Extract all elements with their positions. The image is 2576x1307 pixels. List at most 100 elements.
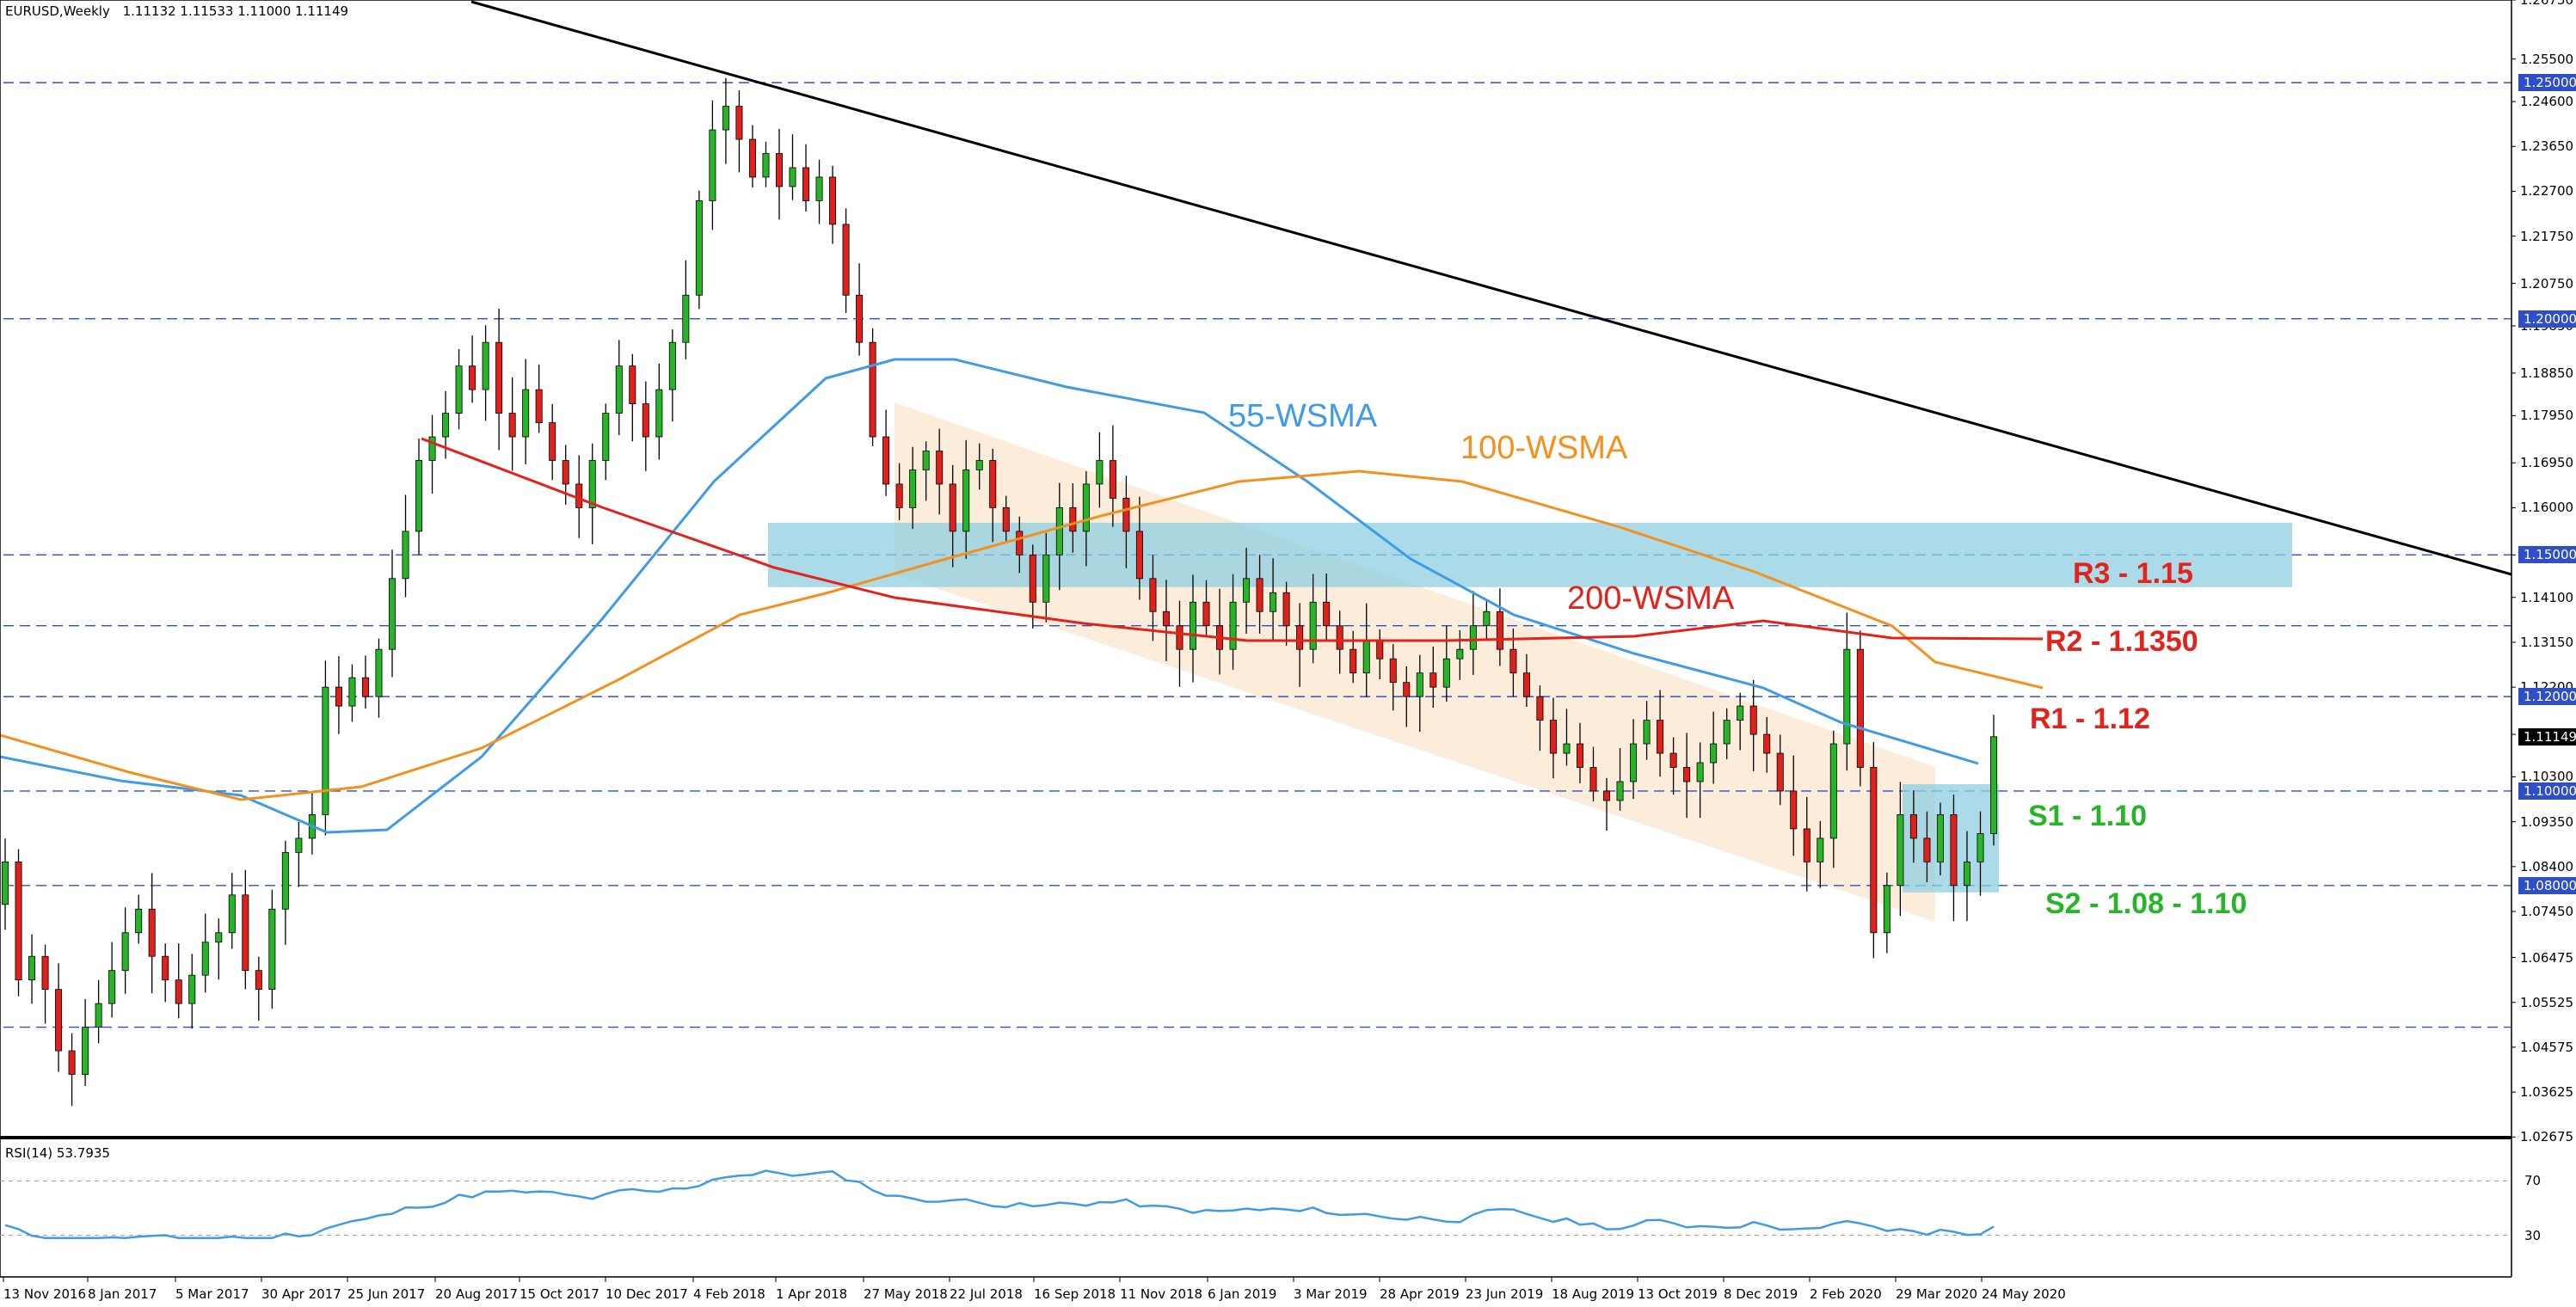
candle-down xyxy=(1803,828,1811,862)
resistance-zone xyxy=(768,522,2292,587)
candle-down xyxy=(1870,767,1878,934)
candle-up xyxy=(268,908,276,991)
candle-down xyxy=(748,138,756,178)
candle-up xyxy=(1696,762,1704,782)
candle-up xyxy=(28,955,36,981)
candle-down xyxy=(549,422,556,461)
y-tick-label: 1.16000 xyxy=(2520,500,2574,516)
y-tick-label: 1.04575 xyxy=(2520,1039,2574,1055)
candle-down xyxy=(162,955,169,981)
x-tick-label: 25 Jun 2017 xyxy=(347,1286,426,1302)
candle-down xyxy=(55,989,63,1052)
x-tick-label: 20 Aug 2017 xyxy=(435,1286,519,1302)
candle-down xyxy=(842,224,850,296)
rsi-header: RSI(14) 53.7935 xyxy=(5,1145,110,1161)
descending-channel xyxy=(895,402,1935,922)
candle-down xyxy=(1029,554,1036,603)
candle-down xyxy=(802,167,810,201)
candle-up xyxy=(1096,460,1104,485)
candle-up xyxy=(1442,658,1450,688)
x-tick-label: 22 Jul 2018 xyxy=(950,1286,1023,1302)
x-tick-label: 16 Sep 2018 xyxy=(1034,1286,1116,1302)
x-tick-label: 28 Apr 2019 xyxy=(1380,1286,1460,1302)
chart-header: EURUSD,Weekly 1.11132 1.11533 1.11000 1.… xyxy=(5,3,348,19)
s2-label: S2 - 1.08 - 1.10 xyxy=(2045,887,2247,920)
candle-up xyxy=(482,341,489,390)
candle-down xyxy=(1016,531,1024,555)
price-level-badge: 1.08000 xyxy=(2518,876,2576,894)
symbol-label: EURUSD,Weekly xyxy=(5,3,110,19)
candle-down xyxy=(15,861,22,981)
candle-down xyxy=(1256,578,1263,612)
candle-up xyxy=(615,365,623,414)
candle-up xyxy=(1989,736,1997,834)
y-tick-label: 1.02675 xyxy=(2520,1129,2574,1145)
candle-up xyxy=(348,677,356,707)
r3-label: R3 - 1.15 xyxy=(2073,557,2193,590)
candle-up xyxy=(108,970,116,1004)
candle-up xyxy=(402,531,409,580)
ohlc-values: 1.11132 1.11533 1.11000 1.11149 xyxy=(122,3,349,19)
candle-up xyxy=(1563,743,1571,754)
y-tick-label: 1.13150 xyxy=(2520,634,2574,650)
candle-up xyxy=(295,838,303,853)
candle-down xyxy=(1069,507,1077,532)
candle-down xyxy=(829,176,837,225)
candle-up xyxy=(655,389,663,438)
candle-up xyxy=(1309,601,1317,650)
y-tick-label: 1.23650 xyxy=(2520,138,2574,155)
candle-down xyxy=(629,365,636,404)
candle-up xyxy=(1362,639,1370,674)
x-tick-label: 30 Apr 2017 xyxy=(261,1286,341,1302)
candle-up xyxy=(135,908,143,934)
candle-up xyxy=(1270,592,1277,612)
candle-up xyxy=(1416,672,1423,697)
candle-down xyxy=(1389,658,1397,684)
candle-up xyxy=(522,389,530,438)
candle-down xyxy=(535,389,543,423)
candle-up xyxy=(1630,743,1638,782)
r1-label: R1 - 1.12 xyxy=(2030,703,2150,735)
y-tick-label: 1.09350 xyxy=(2520,813,2574,830)
x-tick-label: 13 Nov 2016 xyxy=(3,1286,87,1302)
y-tick-label: 1.03625 xyxy=(2520,1084,2574,1101)
candle-down xyxy=(1296,625,1304,650)
candle-up xyxy=(1936,814,1944,862)
candle-up xyxy=(455,365,463,414)
candle-up xyxy=(188,974,196,1004)
y-tick-label: 1.08400 xyxy=(2520,858,2574,874)
rsi-tick-label: 30 xyxy=(2524,1227,2542,1243)
candle-up xyxy=(1082,483,1090,532)
candle-down xyxy=(508,413,516,438)
candle-down xyxy=(1669,752,1677,768)
candle-down xyxy=(255,970,262,991)
y-tick-label: 1.24600 xyxy=(2520,94,2574,110)
trendline xyxy=(470,0,2512,576)
x-tick-label: 13 Oct 2019 xyxy=(1638,1286,1718,1302)
candle-up xyxy=(815,176,823,201)
candle-down xyxy=(1749,705,1757,735)
candle-down xyxy=(1603,790,1611,801)
candle-up xyxy=(442,413,450,438)
x-tick-label: 10 Dec 2017 xyxy=(606,1286,688,1302)
candle-up xyxy=(1456,648,1464,660)
candle-up xyxy=(415,460,423,532)
candle-up xyxy=(1897,814,1904,887)
x-tick-label: 15 Oct 2017 xyxy=(520,1286,599,1302)
x-tick-label: 5 Mar 2017 xyxy=(175,1286,249,1302)
candle-down xyxy=(642,403,649,438)
candle-down xyxy=(68,1050,76,1075)
rsi-line xyxy=(4,1169,1995,1240)
candle-down xyxy=(148,908,156,957)
candle-down xyxy=(1176,625,1183,650)
candle-down xyxy=(775,153,783,187)
candle-up xyxy=(1229,601,1237,650)
x-tick-label: 1 Apr 2018 xyxy=(776,1286,848,1302)
candle-down xyxy=(735,106,743,140)
candle-down xyxy=(242,894,249,972)
candle-down xyxy=(575,483,583,508)
candle-up xyxy=(1723,720,1731,745)
candle-up xyxy=(1737,705,1744,721)
candle-down xyxy=(1376,639,1384,660)
